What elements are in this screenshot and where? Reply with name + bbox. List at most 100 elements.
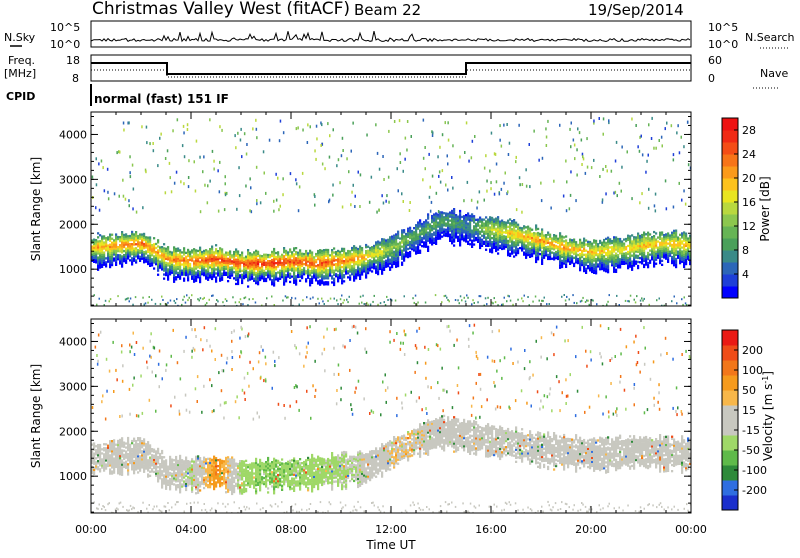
data-cell: [355, 253, 357, 255]
data-cell: [223, 268, 225, 270]
data-cell: [255, 302, 257, 304]
data-cell: [575, 251, 577, 253]
data-cell: [299, 272, 301, 274]
data-cell: [170, 176, 172, 179]
data-cell: [403, 241, 405, 243]
data-cell: [201, 265, 203, 267]
data-cell: [161, 252, 163, 254]
data-cell: [675, 254, 677, 256]
data-cell: [547, 254, 549, 256]
data-cell: [639, 261, 641, 263]
data-cell: [497, 220, 499, 222]
nsky-label: N.Sky: [4, 31, 36, 44]
data-cell: [639, 243, 641, 245]
data-cell: [621, 251, 623, 253]
data-cell: [393, 253, 395, 255]
data-cell: [371, 250, 373, 252]
data-cell: [295, 259, 297, 261]
data-cell: [299, 249, 301, 251]
data-cell: [499, 241, 501, 243]
data-cell: [213, 276, 215, 278]
data-cell: [159, 250, 161, 252]
data-cell: [117, 248, 119, 250]
data-cell: [629, 247, 631, 249]
data-cell: [101, 260, 103, 262]
data-cell: [605, 258, 607, 260]
data-cell: [285, 266, 287, 268]
data-cell: [485, 220, 487, 222]
data-cell: [95, 249, 97, 251]
data-cell: [549, 236, 551, 238]
data-cell: [401, 241, 403, 243]
data-cell: [595, 248, 597, 250]
data-cell: [109, 470, 111, 472]
data-cell: [469, 239, 471, 241]
data-cell: [453, 224, 455, 226]
data-cell: [679, 254, 681, 256]
data-cell: [257, 253, 259, 255]
data-cell: [247, 279, 249, 281]
data-cell: [335, 267, 337, 269]
data-cell: [479, 190, 481, 193]
data-cell: [571, 251, 573, 253]
data-cell: [209, 299, 211, 301]
data-cell: [382, 155, 384, 158]
data-cell: [489, 232, 491, 234]
data-cell: [641, 262, 643, 264]
data-cell: [119, 451, 121, 453]
data-cell: [563, 246, 565, 248]
data-cell: [187, 275, 189, 277]
data-cell: [93, 249, 95, 251]
data-cell: [335, 255, 337, 257]
data-cell: [489, 220, 491, 222]
data-cell: [132, 164, 134, 167]
data-cell: [511, 234, 513, 236]
data-cell: [599, 262, 601, 264]
data-cell: [293, 259, 295, 261]
data-cell: [188, 159, 190, 162]
data-cell: [251, 278, 253, 280]
data-cell: [642, 153, 644, 156]
data-cell: [555, 239, 557, 241]
data-cell: [247, 285, 249, 287]
data-cell: [137, 249, 139, 251]
data-cell: [643, 258, 645, 260]
data-cell: [109, 234, 111, 236]
data-cell: [419, 231, 421, 233]
data-cell: [565, 264, 567, 266]
data-cell: [255, 278, 257, 280]
data-cell: [547, 250, 549, 252]
data-cell: [339, 259, 341, 261]
data-cell: [217, 169, 219, 172]
data-cell: [297, 254, 299, 256]
data-cell: [187, 261, 189, 263]
data-cell: [385, 252, 387, 254]
data-cell: [267, 276, 269, 278]
data-cell: [233, 271, 235, 273]
data-cell: [117, 254, 119, 256]
data-cell: [457, 240, 459, 242]
data-cell: [485, 154, 487, 157]
data-cell: [545, 252, 547, 254]
data-cell: [485, 297, 487, 299]
data-cell: [305, 262, 307, 264]
data-cell: [357, 262, 359, 264]
data-cell: [209, 254, 211, 256]
data-cell: [424, 146, 426, 149]
data-cell: [203, 274, 205, 276]
data-cell: [577, 258, 579, 260]
data-cell: [345, 254, 347, 256]
data-cell: [375, 249, 377, 251]
data-cell: [177, 264, 179, 266]
data-cell: [545, 127, 547, 130]
data-cell: [307, 269, 309, 271]
data-cell: [685, 235, 687, 237]
data-cell: [395, 250, 397, 252]
data-cell: [507, 190, 509, 193]
data-cell: [467, 231, 469, 233]
data-cell: [253, 263, 255, 265]
data-cell: [147, 257, 149, 259]
data-cell: [587, 267, 589, 269]
data-cell: [631, 246, 633, 248]
data-cell: [559, 238, 561, 240]
